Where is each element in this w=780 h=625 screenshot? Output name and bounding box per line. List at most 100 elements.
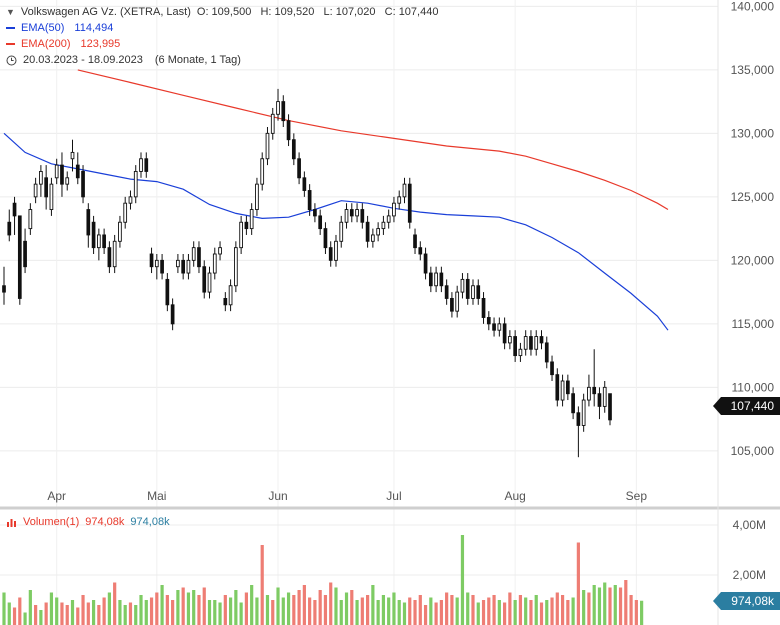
volume-bar — [197, 595, 201, 625]
volume-bar — [70, 600, 75, 625]
volume-bar — [297, 590, 301, 625]
candle-body — [392, 202, 396, 217]
volume-bar — [434, 602, 438, 625]
candle-body — [386, 215, 391, 223]
volume-bar — [165, 595, 169, 625]
volume-bar — [423, 605, 428, 625]
candle-body — [49, 183, 54, 210]
candle-body — [91, 221, 96, 249]
candle-body — [86, 209, 91, 236]
ema50-line-layer — [3, 132, 669, 331]
volume-bar — [634, 600, 638, 625]
candle-body — [602, 386, 607, 407]
candle-body — [508, 336, 512, 344]
date-range-info: (6 Monate, 1 Tag) — [154, 54, 241, 66]
candle-body — [170, 304, 175, 325]
candle-body — [355, 209, 359, 217]
candle-body — [555, 374, 560, 401]
candle-body — [191, 247, 196, 261]
candle-body — [23, 240, 27, 268]
volume-bar — [7, 602, 11, 625]
legend-volume[interactable]: Volumen(1) 974,08k 974,08k — [6, 516, 170, 528]
volume-bar — [113, 582, 117, 625]
volume-bar — [213, 600, 217, 625]
candle-body — [60, 164, 64, 185]
volume-bar — [265, 595, 270, 625]
volume-bar — [134, 605, 138, 625]
volume-bar — [534, 595, 538, 625]
volume-bar — [518, 595, 523, 625]
volume-bar — [355, 600, 359, 625]
candle-body — [54, 164, 59, 179]
volume-bar — [234, 590, 238, 625]
volume-bar — [107, 592, 111, 625]
candle-body — [165, 278, 170, 306]
candle-body — [265, 132, 270, 160]
volume-bar — [460, 535, 465, 625]
volume-tick-label: 4,00M — [733, 518, 766, 532]
volume-bar — [492, 595, 496, 625]
candle-body — [302, 177, 307, 191]
candle-body — [318, 215, 323, 230]
ema50-swatch-icon — [6, 27, 15, 29]
volume-bar — [629, 595, 633, 625]
candle-body — [276, 101, 280, 115]
volume-bar — [329, 582, 333, 625]
volume-bar — [260, 545, 264, 625]
volume-bar — [334, 587, 338, 625]
ema200-swatch-icon — [6, 43, 15, 45]
candle-body — [550, 361, 554, 376]
date-range-row[interactable]: 20.03.2023 - 18.09.2023 (6 Monate, 1 Tag… — [6, 54, 241, 66]
ohlc-values: O: 109,500 H: 109,520 L: 107,020 C: 107,… — [196, 6, 439, 18]
candle-body — [597, 393, 602, 407]
y-tick-label: 125,000 — [731, 190, 775, 204]
volume-bar — [397, 600, 401, 625]
price-grid — [0, 0, 718, 625]
volume-bar — [445, 592, 449, 625]
volume-bar — [81, 595, 85, 625]
candle-body — [70, 151, 75, 160]
candle-body — [218, 247, 222, 255]
volume-bar — [202, 587, 206, 625]
volume-bar — [587, 592, 591, 625]
candle-body — [128, 196, 133, 204]
volume-bar — [28, 590, 32, 625]
candle-body — [28, 209, 33, 230]
candle-body — [587, 386, 591, 401]
volume-axis: 4,00M 2,00M — [733, 518, 766, 582]
candle-body — [176, 259, 180, 268]
volume-bar — [18, 597, 22, 625]
volume-bar — [418, 595, 422, 625]
candle-body — [455, 291, 460, 312]
volume-bar — [408, 597, 412, 625]
chevron-down-icon[interactable]: ▼ — [6, 7, 15, 17]
candle-body — [334, 240, 338, 261]
candle-body — [260, 158, 265, 185]
volume-bar — [481, 600, 486, 625]
candle-body — [381, 221, 386, 230]
volume-bar — [503, 602, 507, 625]
x-tick-label: Sep — [626, 489, 648, 503]
volume-bar — [524, 597, 528, 625]
ema50-value: 114,494 — [74, 22, 114, 34]
volume-bar — [413, 600, 417, 625]
volume-value-red: 974,08k — [85, 516, 125, 528]
volume-bar — [244, 592, 248, 625]
candle-body — [349, 209, 354, 217]
volume-bar — [497, 600, 501, 625]
candle-body — [7, 221, 12, 236]
legend-ema200[interactable]: EMA(200) 123,995 — [6, 38, 120, 50]
volume-bar — [560, 595, 565, 625]
legend-ema50[interactable]: EMA(50) 114,494 — [6, 22, 113, 34]
volume-tick-label: 2,00M — [733, 568, 766, 582]
volume-bar — [34, 605, 38, 625]
candle-body — [576, 412, 581, 426]
last-volume-value: 974,08k — [731, 594, 774, 608]
y-tick-label: 115,000 — [732, 317, 775, 331]
time-axis: Apr Mai Jun Jul Aug Sep — [47, 489, 647, 503]
volume-bar — [318, 590, 322, 625]
volume-bar — [2, 592, 6, 625]
x-tick-label: Apr — [47, 489, 66, 503]
candle-body — [118, 221, 122, 242]
